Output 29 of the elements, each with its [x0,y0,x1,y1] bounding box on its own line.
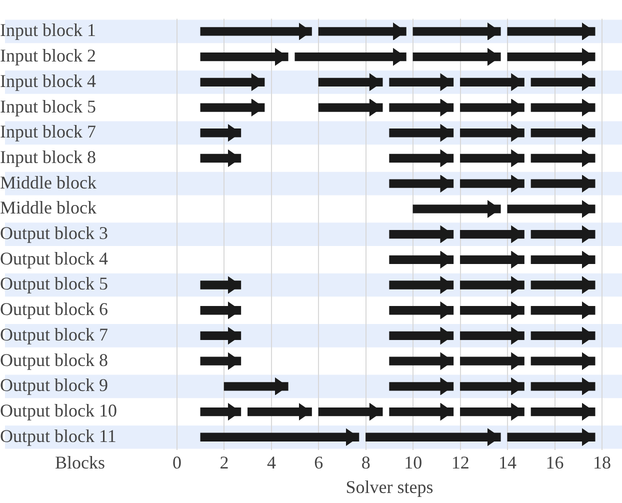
y-tick-label: Output block 10 [0,400,117,421]
y-tick-label: Input block 8 [0,146,96,167]
y-tick-label: Output block 4 [0,248,108,268]
x-tick-label: 4 [266,452,276,472]
y-tick-label: Input block 2 [0,46,96,66]
y-tick-label: Middle block [0,172,96,192]
x-tick-label: 14 [498,452,517,472]
y-tick-label: Input block 1 [0,20,96,40]
x-axis-title: Solver steps [346,476,434,497]
x-tick-label: 0 [172,452,182,472]
x-tick-label: 16 [546,452,564,472]
y-tick-label: Output block 11 [0,426,116,446]
y-tick-label: Output block 8 [0,350,108,370]
x-tick-label: 6 [314,452,324,472]
y-tick-label: Output block 9 [0,375,108,396]
y-tick-label: Output block 3 [0,223,108,244]
y-tick-label: Output block 7 [0,324,108,344]
y-tick-label: Input block 7 [0,122,96,142]
x-tick-label: 12 [451,452,470,472]
y-tick-label: Output block 5 [0,274,108,294]
x-tick-label: 8 [361,452,370,472]
y-tick-label: Input block 4 [0,70,96,91]
y-tick-label: Output block 6 [0,299,108,320]
x-tick-label: 18 [593,452,611,472]
y-axis-title: Blocks [54,452,106,473]
y-tick-label: Middle block [0,198,96,218]
x-tick-label: 2 [220,452,229,472]
y-tick-label: Input block 5 [0,96,96,116]
x-tick-label: 10 [404,452,422,472]
